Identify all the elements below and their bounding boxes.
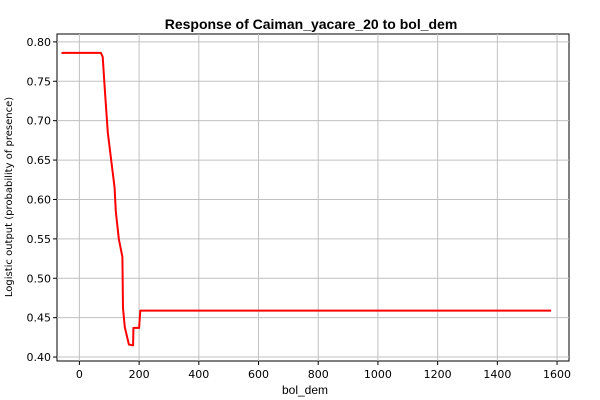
y-tick-label: 0.55 (27, 233, 52, 246)
series-line (61, 51, 552, 347)
y-tick-label: 0.80 (27, 36, 52, 49)
y-tick-label: 0.40 (27, 351, 52, 364)
x-axis-label: bol_dem (282, 383, 328, 397)
grid (57, 34, 569, 361)
x-tick-label: 1400 (483, 368, 511, 381)
chart-title: Response of Caiman_yacare_20 to bol_dem (165, 16, 458, 32)
y-tick-label: 0.70 (27, 115, 52, 128)
y-tick-label: 0.65 (27, 154, 52, 167)
y-axis-label: Logistic output (probability of presence… (4, 97, 15, 297)
x-axis: 0 200 400 600 800 1000 1200 1400 1600 (76, 361, 571, 381)
x-tick-label: 400 (188, 368, 209, 381)
x-tick-label: 600 (248, 368, 269, 381)
y-tick-label: 0.60 (27, 193, 52, 206)
y-axis: 0.40 0.45 0.50 0.55 0.60 0.65 0.70 0.75 0.80 (27, 36, 57, 364)
x-tick-label: 1600 (543, 368, 571, 381)
x-tick-label: 200 (129, 368, 150, 381)
x-tick-label: 0 (76, 368, 83, 381)
y-tick-label: 0.50 (27, 272, 52, 285)
y-tick-label: 0.45 (27, 312, 52, 325)
plot-area (56, 33, 570, 362)
series-group (61, 51, 552, 347)
x-tick-label: 1200 (424, 368, 452, 381)
x-tick-label: 1000 (364, 368, 392, 381)
y-tick-label: 0.75 (27, 75, 52, 88)
x-tick-label: 800 (308, 368, 329, 381)
